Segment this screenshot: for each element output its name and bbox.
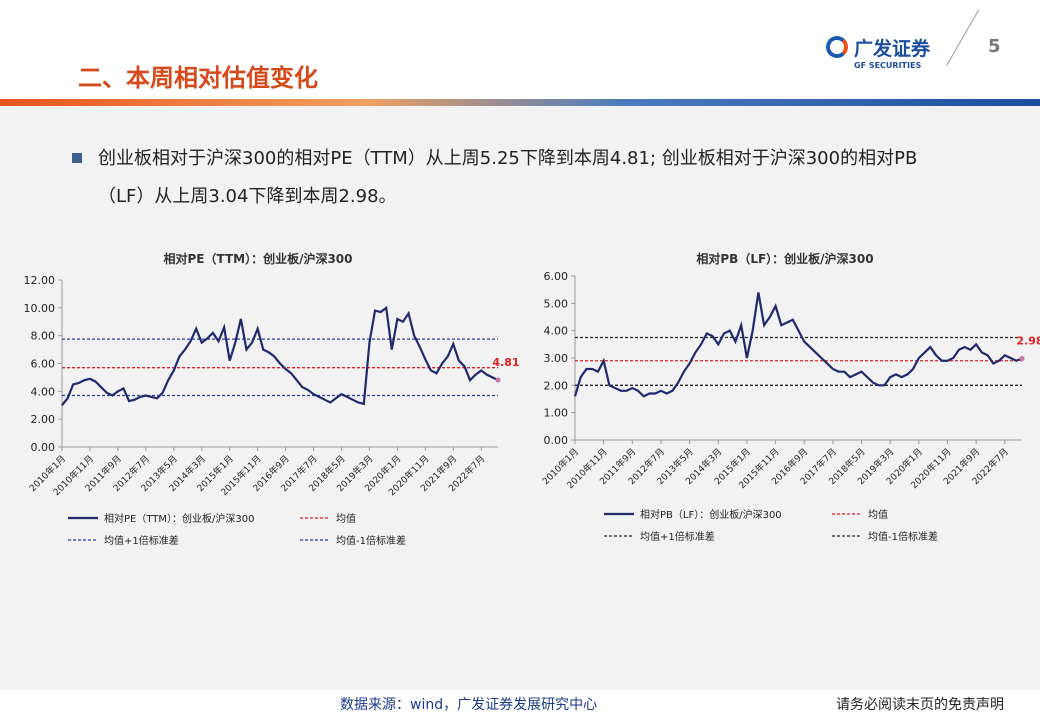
- disclaimer: 请务必阅读末页的免责声明: [836, 697, 1004, 713]
- source: 数据来源：wind，广发证券发展研究中心: [340, 697, 598, 713]
- last-value-label: 2.98: [1016, 335, 1040, 348]
- chart-title: 相对PE（TTM）：创业板/沪深300: [163, 251, 352, 266]
- y-tick-label: 3.00: [544, 352, 569, 365]
- legend-label: 均值+1倍标准差: [640, 530, 715, 543]
- logo-en: GF SECURITIES: [854, 61, 922, 70]
- page-number: 5: [988, 36, 1001, 57]
- y-tick-label: 10.00: [24, 302, 56, 315]
- y-tick-label: 12.00: [24, 274, 56, 287]
- slide-title: 二、本周相对估值变化: [78, 64, 318, 92]
- y-tick-label: 4.00: [31, 385, 56, 398]
- y-tick-label: 6.00: [31, 358, 56, 371]
- y-tick-label: 4.00: [544, 325, 569, 338]
- bullet-marker: [72, 153, 82, 163]
- legend-label: 均值+1倍标准差: [104, 534, 179, 547]
- legend-label: 均值-1倍标准差: [868, 530, 938, 543]
- legend-label: 相对PB（LF）：创业板/沪深300: [640, 508, 782, 521]
- series-line: [61, 305, 499, 406]
- legend-label: 均值-1倍标准差: [336, 534, 406, 547]
- y-tick-label: 5.00: [544, 297, 569, 310]
- last-value-label: 4.81: [492, 356, 519, 369]
- header-bar: [0, 99, 1040, 106]
- content-bg: [0, 106, 1040, 690]
- logo: 广发证券 GF SECURITIES: [826, 34, 930, 70]
- logo-cn: 广发证券: [854, 38, 931, 60]
- last-point: [1019, 356, 1025, 362]
- last-point: [495, 377, 501, 383]
- y-tick-label: 2.00: [31, 413, 56, 426]
- y-tick-label: 6.00: [544, 270, 569, 283]
- legend-label: 相对PE（TTM）：创业板/沪深300: [104, 512, 254, 525]
- legend-label: 均值: [336, 512, 356, 525]
- legend-label: 均值: [868, 508, 888, 521]
- chart-title: 相对PB（LF）：创业板/沪深300: [696, 251, 873, 266]
- bullet-text: 创业板相对于沪深300的相对PE（TTM）从上周5.25下降到本周4.81; 创…: [98, 148, 918, 207]
- y-tick-label: 1.00: [544, 407, 569, 420]
- series-line: [573, 292, 1023, 398]
- y-tick-label: 0.00: [544, 434, 569, 447]
- y-tick-label: 0.00: [31, 441, 56, 454]
- y-tick-label: 8.00: [31, 330, 56, 343]
- y-tick-label: 2.00: [544, 379, 569, 392]
